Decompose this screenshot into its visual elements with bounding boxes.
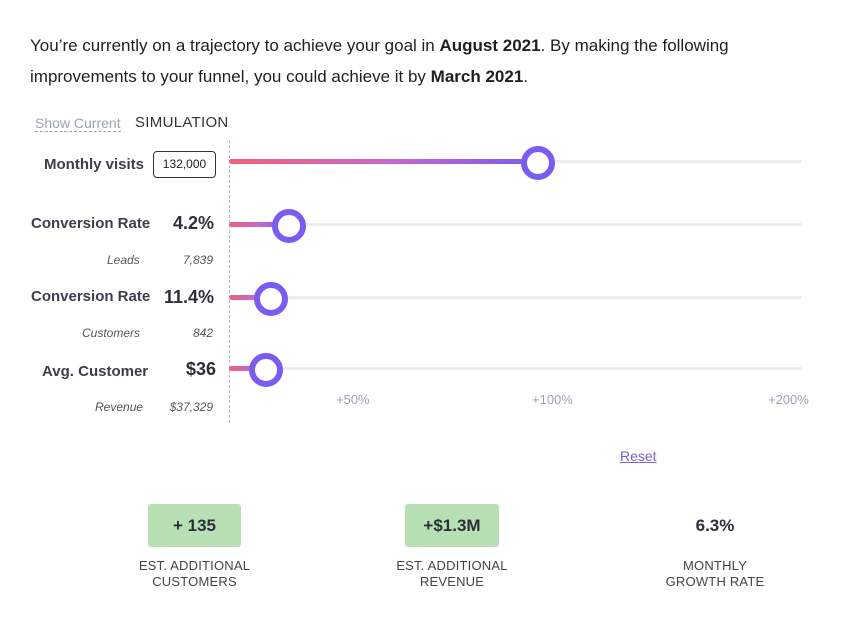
monthly-growth-rate-label: MONTHLY GROWTH RATE — [640, 558, 790, 590]
conversion-rate-leads-label: Conversion Rate — [31, 215, 151, 232]
show-current-link[interactable]: Show Current — [35, 115, 121, 132]
additional-revenue-label: EST. ADDITIONAL REVENUE — [375, 558, 529, 590]
conversion-rate-customers-track[interactable] — [229, 296, 802, 299]
simulation-label: SIMULATION — [135, 114, 229, 131]
monthly-growth-rate-label-line1: MONTHLY — [683, 558, 747, 573]
monthly-visits-input[interactable]: 132,000 — [153, 151, 216, 178]
intro-part2: . By making the following improvements t… — [30, 36, 729, 86]
reset-link[interactable]: Reset — [620, 448, 657, 464]
conversion-rate-customers-value: 11.4% — [163, 287, 214, 307]
additional-revenue-label-line2: REVENUE — [419, 574, 485, 589]
monthly-visits-slider-handle[interactable] — [521, 146, 556, 180]
monthly-growth-rate-label-line2: GROWTH RATE — [665, 574, 765, 589]
conversion-rate-leads-fill — [229, 222, 290, 227]
revenue-label: Revenue — [95, 400, 144, 414]
customers-label: Customers — [82, 326, 141, 340]
conversion-rate-leads-value: 4.2% — [172, 213, 214, 233]
revenue-value: $37,329 — [169, 400, 213, 414]
conversion-rate-customers-label: Conversion Rate — [31, 288, 151, 305]
intro-text: You’re currently on a trajectory to achi… — [30, 30, 830, 92]
leads-value: 7,839 — [182, 253, 213, 267]
intro-date-improved: March 2021 — [430, 67, 524, 86]
avg-customer-value: $36 — [185, 359, 216, 379]
intro-part1: You’re currently on a trajectory to achi… — [30, 36, 440, 55]
additional-customers-label: EST. ADDITIONAL CUSTOMERS — [118, 558, 271, 590]
monthly-growth-rate-value: 6.3% — [695, 516, 735, 535]
intro-date-current: August 2021 — [439, 36, 541, 55]
monthly-visits-fill — [229, 159, 539, 164]
avg-customer-slider-handle[interactable] — [248, 353, 283, 387]
avg-customer-track[interactable] — [229, 367, 802, 370]
conversion-rate-customers-slider-handle[interactable] — [253, 282, 288, 316]
conversion-rate-leads-slider-handle[interactable] — [272, 209, 307, 243]
additional-revenue-label-line1: EST. ADDITIONAL — [396, 558, 508, 573]
avg-customer-label: Avg. Customer — [42, 363, 149, 380]
tick-50-percent: +50% — [336, 392, 370, 407]
additional-revenue-badge: +$1.3M — [405, 504, 499, 547]
leads-label: Leads — [107, 253, 140, 267]
additional-customers-label-line1: EST. ADDITIONAL — [138, 558, 251, 573]
avg-customer-fill — [229, 366, 266, 371]
tick-100-percent: +100% — [532, 392, 573, 407]
tick-200-percent: +200% — [768, 392, 809, 407]
conversion-rate-leads-track[interactable] — [229, 223, 802, 226]
additional-customers-label-line2: CUSTOMERS — [152, 574, 237, 589]
conversion-rate-customers-fill — [229, 295, 271, 300]
additional-customers-badge: + 135 — [148, 504, 241, 547]
baseline-divider — [229, 140, 230, 423]
monthly-visits-label: Monthly visits — [44, 156, 145, 173]
intro-part3: . — [523, 67, 529, 86]
customers-value: 842 — [192, 326, 213, 340]
